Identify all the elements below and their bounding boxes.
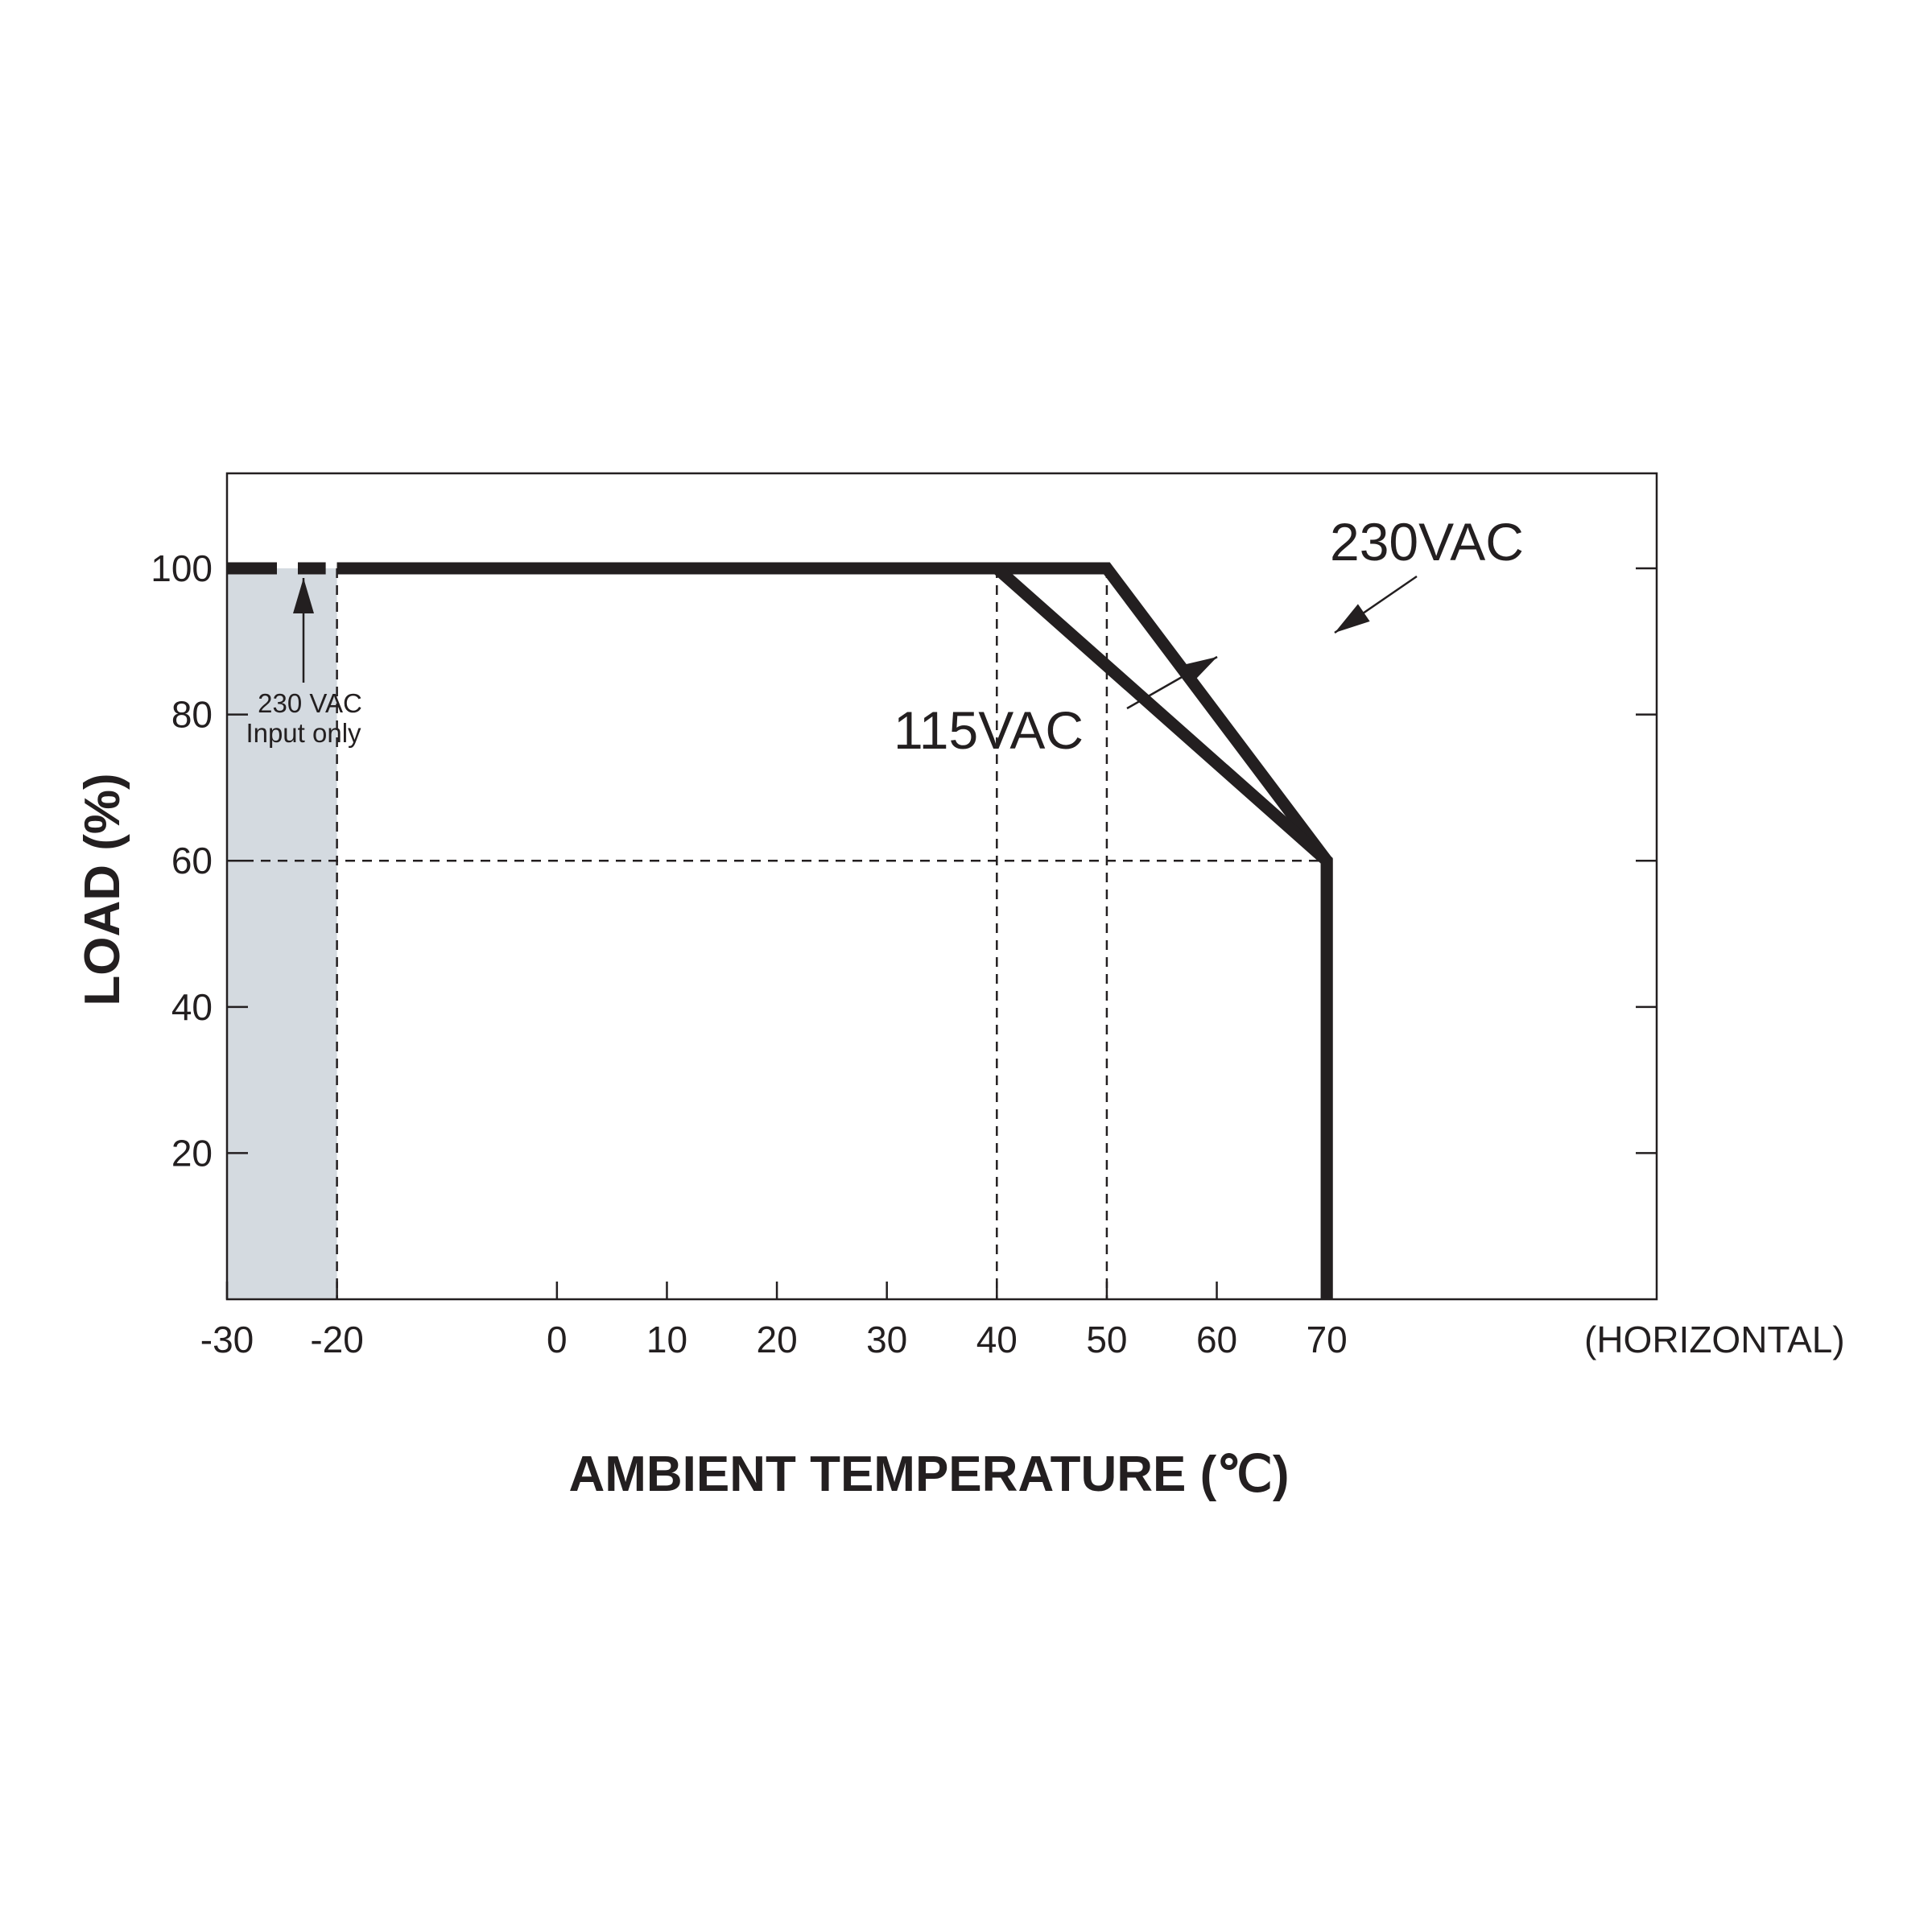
- y-tick-label: 40: [171, 986, 213, 1028]
- x-tick-label: 40: [976, 1319, 1018, 1360]
- arrow-input-only: [293, 578, 314, 683]
- y-tick-label: 100: [151, 547, 213, 589]
- x-axis-suffix: (HORIZONTAL): [1584, 1319, 1845, 1360]
- y-tick-label: 20: [171, 1132, 213, 1174]
- arrow-230vac: [1334, 575, 1418, 634]
- plot-frame: [225, 472, 1658, 1301]
- x-tick-label: -30: [200, 1319, 254, 1360]
- x-tick-label: 70: [1307, 1319, 1348, 1360]
- y-tick-label: 80: [171, 694, 213, 736]
- x-tick-label: 30: [866, 1319, 907, 1360]
- y-axis-title: LOAD (%): [75, 773, 130, 1005]
- arrow-115vac-head: [1181, 657, 1217, 684]
- arrow-input-only-head: [293, 578, 314, 613]
- series-label-230vac: 230VAC: [1330, 512, 1524, 572]
- x-tick-label: 20: [756, 1319, 797, 1360]
- note-line-2: Input only: [246, 718, 361, 748]
- y-tick-label: 60: [171, 840, 213, 881]
- arrow-230vac-head: [1335, 604, 1370, 633]
- shaded-region-230vac-only: [227, 568, 337, 1299]
- x-axis-title: AMBIENT TEMPERATURE (℃): [568, 1447, 1289, 1502]
- x-tick-label: 0: [547, 1319, 568, 1360]
- x-tick-label: 50: [1086, 1319, 1127, 1360]
- x-tick-label: 60: [1196, 1319, 1237, 1360]
- x-tick-label: -20: [310, 1319, 363, 1360]
- series-115vac-line: [336, 562, 1333, 1299]
- note-line-1: 230 VAC: [258, 688, 362, 718]
- x-tick-label: 10: [646, 1319, 687, 1360]
- series-label-115vac: 115VAC: [894, 700, 1084, 760]
- arrow-115vac: [1126, 655, 1218, 710]
